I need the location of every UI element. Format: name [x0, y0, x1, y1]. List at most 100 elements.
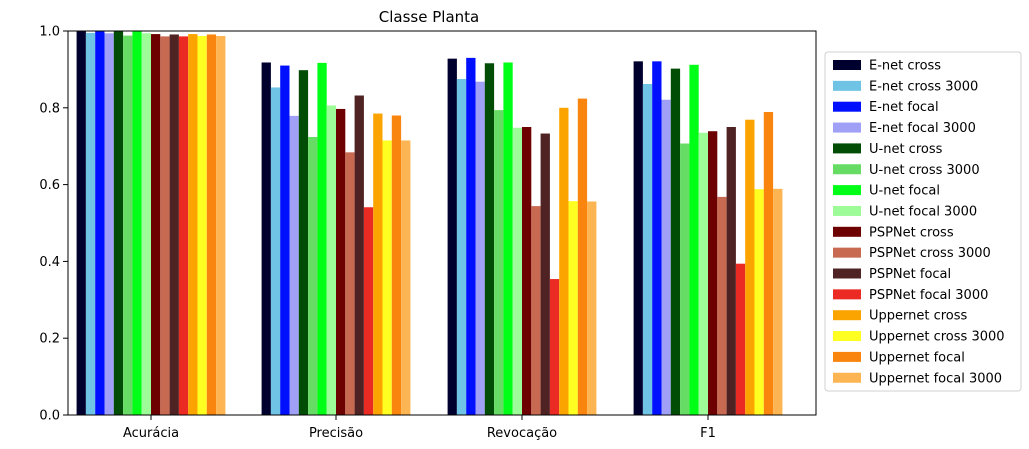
legend-label: Uppernet focal 3000 — [869, 371, 1002, 386]
bar — [113, 31, 124, 415]
x-axis: Acurácia Precisão Revocação F1 — [123, 415, 716, 441]
bar — [717, 196, 727, 415]
y-tick-label: 0.6 — [39, 178, 60, 193]
legend-label: U-net cross 3000 — [869, 163, 980, 178]
x-tick-label: Acurácia — [123, 426, 179, 441]
bar — [95, 31, 105, 415]
bar — [336, 108, 346, 415]
legend-swatch — [833, 372, 861, 383]
bar — [188, 34, 198, 415]
legend-swatch — [833, 185, 861, 196]
bar — [559, 107, 569, 416]
bar — [132, 31, 142, 415]
legend-swatch — [833, 60, 861, 70]
bar — [326, 105, 336, 415]
bar — [726, 127, 736, 415]
bar — [708, 131, 718, 415]
legend: E-net cross E-net cross 3000 E-net focal E-… — [824, 51, 1022, 392]
bar — [466, 57, 476, 415]
legend-swatch — [833, 331, 861, 342]
bar — [447, 58, 457, 416]
y-tick-label: 1.0 — [39, 25, 60, 40]
bar — [345, 152, 355, 415]
bar — [531, 206, 541, 415]
bar — [773, 188, 783, 415]
bar — [216, 35, 226, 416]
bar — [670, 68, 681, 415]
bar — [512, 127, 522, 416]
legend-label: U-net focal — [869, 184, 940, 199]
bar — [280, 65, 290, 415]
legend-swatch — [833, 101, 861, 112]
bar — [197, 35, 207, 416]
legend-swatch — [833, 80, 861, 91]
bar — [354, 95, 364, 415]
bar — [363, 207, 374, 415]
bar — [549, 279, 560, 415]
bar — [568, 201, 578, 415]
bar — [652, 61, 662, 416]
legend-label: Uppernet cross — [869, 309, 968, 324]
bar — [123, 35, 133, 416]
legend-swatch — [833, 351, 861, 362]
legend-box — [824, 51, 1022, 392]
bar — [689, 64, 699, 415]
x-tick-label: F1 — [700, 426, 716, 441]
legend-label: Uppernet focal — [869, 350, 965, 365]
x-tick-label: Precisão — [309, 426, 363, 441]
y-tick-label: 0.2 — [39, 332, 60, 347]
legend-swatch — [833, 310, 861, 321]
bar — [317, 62, 327, 416]
bar — [169, 34, 179, 416]
bar — [289, 115, 299, 416]
bar — [308, 136, 318, 416]
bar — [475, 81, 485, 415]
bar — [382, 140, 392, 415]
x-tick-label: Revocação — [487, 426, 557, 441]
bar — [298, 70, 309, 416]
bar — [206, 34, 217, 416]
y-axis: 0.0 0.2 0.4 0.6 0.8 1.0 — [39, 25, 68, 424]
bar — [735, 263, 746, 415]
bar — [680, 143, 690, 415]
bar — [160, 36, 170, 415]
bar — [494, 110, 504, 415]
bar — [642, 83, 653, 416]
bar — [76, 31, 86, 415]
legend-label: E-net cross — [869, 59, 941, 74]
bar — [104, 33, 114, 416]
bar — [633, 61, 643, 416]
bar — [577, 98, 588, 415]
bar — [261, 62, 271, 416]
bar — [763, 112, 774, 416]
bar — [754, 189, 764, 415]
legend-label: PSPNet cross 3000 — [869, 246, 991, 261]
legend-label: U-net focal 3000 — [869, 204, 977, 219]
legend-label: PSPNet focal — [869, 267, 951, 282]
legend-label: Uppernet cross 3000 — [869, 330, 1005, 345]
bar — [151, 34, 161, 415]
plot-frame — [67, 30, 817, 416]
legend-swatch — [833, 143, 861, 154]
legend-label: E-net focal — [869, 100, 939, 115]
chart-title: Classe Planta — [379, 8, 479, 26]
legend-swatch — [833, 268, 861, 279]
legend-swatch — [833, 122, 861, 133]
y-tick-label: 0.8 — [39, 101, 60, 116]
bar — [503, 62, 513, 416]
bars-group — [76, 31, 783, 416]
legend-swatch — [833, 164, 861, 175]
legend-label: PSPNet cross — [869, 225, 954, 240]
bar — [745, 119, 755, 415]
bar — [85, 32, 96, 416]
bar — [540, 133, 550, 415]
legend-label: E-net cross 3000 — [869, 79, 978, 94]
legend-swatch — [833, 205, 861, 216]
y-tick-label: 0.0 — [39, 409, 60, 424]
bar — [401, 140, 411, 415]
bar — [178, 36, 189, 415]
bar — [587, 201, 597, 415]
bar — [522, 127, 532, 415]
bar — [391, 115, 402, 415]
